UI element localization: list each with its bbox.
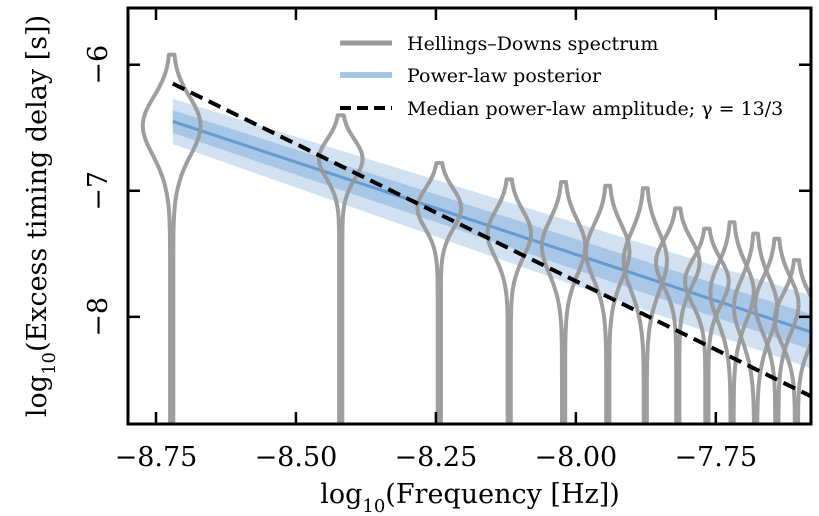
x-axis-label-sub: 10 xyxy=(362,496,385,516)
plot-area xyxy=(140,52,811,424)
y-tick-label-1: −6 xyxy=(83,45,114,85)
posterior-band xyxy=(172,98,811,369)
y-tick-label-3: −8 xyxy=(83,297,114,337)
y-tick-label-2: −7 xyxy=(83,171,114,211)
y-axis-label-sub: 10 xyxy=(39,352,60,375)
plot-frame xyxy=(126,6,813,426)
y-axis-label: log10(Excess timing delay [s]) xyxy=(22,15,60,417)
violin-1 xyxy=(140,52,203,424)
x-axis-label-main: log xyxy=(320,479,362,510)
y-axis: −6 −7 −8 xyxy=(83,45,811,337)
x-tick-label-4: −8.00 xyxy=(534,442,617,473)
violin-7 xyxy=(621,186,669,424)
median-line xyxy=(171,81,811,399)
violin-13 xyxy=(772,258,811,424)
violin-5 xyxy=(539,180,588,424)
y-axis-label-rest: (Excess timing delay [s]) xyxy=(22,15,53,352)
posterior-band-inner xyxy=(172,110,811,350)
violin-series xyxy=(140,52,811,424)
x-tick-label-5: −7.75 xyxy=(674,442,757,473)
violin-11 xyxy=(731,231,780,424)
x-tick-label-2: −8.50 xyxy=(255,442,338,473)
legend-label-hd: Hellings–Downs spectrum xyxy=(407,33,658,55)
legend: Hellings–Downs spectrum Power-law poster… xyxy=(340,33,783,120)
violin-9 xyxy=(683,226,731,424)
violin-4 xyxy=(485,177,533,424)
y-axis-label-main: log xyxy=(22,375,53,417)
legend-label-median: Median power-law amplitude; γ = 13/3 xyxy=(407,98,783,120)
violin-12 xyxy=(753,236,801,424)
x-tick-label-1: −8.75 xyxy=(115,442,198,473)
posterior-center-line xyxy=(172,120,811,334)
x-axis: −8.75 −8.50 −8.25 −8.00 −7.75 xyxy=(115,8,757,473)
violin-10 xyxy=(708,220,756,424)
x-tick-label-3: −8.25 xyxy=(395,442,478,473)
violin-2 xyxy=(316,113,365,424)
x-axis-label: log10(Frequency [Hz]) xyxy=(320,479,620,516)
posterior-band-outer xyxy=(172,98,811,369)
violin-3 xyxy=(415,161,464,424)
x-axis-label-rest: (Frequency [Hz]) xyxy=(385,479,620,510)
median-line-group xyxy=(171,81,811,399)
violin-6 xyxy=(584,183,632,424)
legend-label-posterior: Power-law posterior xyxy=(407,65,602,87)
violin-8 xyxy=(654,206,702,424)
